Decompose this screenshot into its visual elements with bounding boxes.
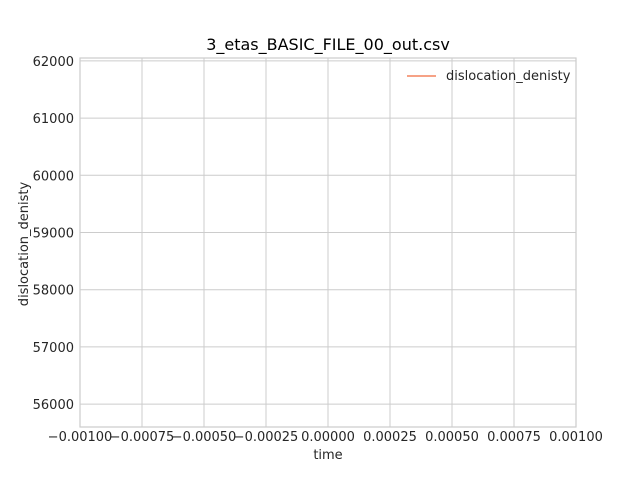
- x-tick-label: −0.00025: [234, 430, 299, 445]
- y-tick-label: 61000: [33, 112, 74, 127]
- legend-label: dislocation_denisty: [446, 69, 571, 84]
- x-tick-label: −0.00100: [48, 430, 113, 445]
- x-tick-label: 0.00100: [549, 430, 603, 445]
- y-axis-title: dislocation_denisty: [17, 182, 32, 307]
- y-tick-label: 57000: [33, 341, 74, 356]
- y-tick-label: 58000: [33, 284, 74, 299]
- x-tick-label: −0.00075: [110, 430, 175, 445]
- y-tick-label: 59000: [33, 226, 74, 241]
- x-axis-title: time: [313, 448, 342, 463]
- plot-frame: [79, 57, 577, 428]
- y-tick-label: 60000: [33, 169, 74, 184]
- y-tick-label: 62000: [33, 55, 74, 70]
- x-tick-label: 0.00025: [363, 430, 417, 445]
- x-tick-label: 0.00050: [425, 430, 479, 445]
- chart-title: 3_etas_BASIC_FILE_00_out.csv: [206, 35, 450, 55]
- legend: dislocation_denisty: [407, 69, 571, 84]
- y-tick-label: 56000: [33, 398, 74, 413]
- plot-area: −0.00100−0.00075−0.00050−0.00025 0.00000 0…: [33, 55, 603, 445]
- x-tick-label: 0.00075: [487, 430, 541, 445]
- x-tick-label: 0.00000: [301, 430, 355, 445]
- x-tick-label: −0.00050: [172, 430, 237, 445]
